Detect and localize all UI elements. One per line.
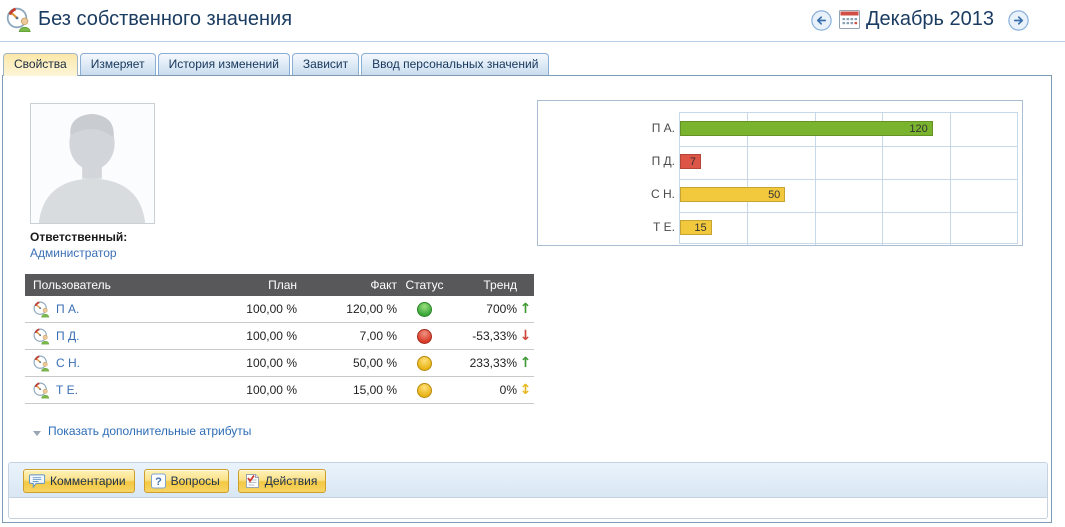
trend-value: 700% — [486, 302, 517, 316]
tab-properties[interactable]: Свойства — [3, 53, 78, 76]
trend-arrow-icon: ↕ — [519, 382, 532, 398]
trend-arrow-icon: ↑ — [519, 355, 532, 371]
gauge-user-icon — [33, 328, 50, 345]
avatar — [30, 103, 155, 224]
chart-plot-area: 120 7 50 15 — [679, 112, 1018, 245]
status-indicator — [417, 301, 432, 317]
trend-value: -53,33% — [472, 329, 517, 343]
trend-arrow-icon: ↓ — [519, 328, 532, 344]
comments-button[interactable]: Комментарии — [23, 469, 135, 493]
chart-category-label: П А. — [651, 121, 675, 135]
chart-bar: 7 — [680, 154, 701, 169]
status-indicator — [417, 328, 432, 344]
trend-value: 233,33% — [469, 356, 517, 370]
calendar-icon[interactable] — [839, 10, 860, 29]
owner-label: Ответственный: — [30, 230, 128, 244]
previous-period-button[interactable] — [811, 10, 832, 31]
col-plan: План — [268, 278, 297, 292]
gauge-user-icon — [33, 382, 50, 399]
button-label: Действия — [264, 474, 318, 488]
tab-depends[interactable]: Зависит — [291, 53, 360, 75]
header-divider — [0, 41, 1065, 42]
svg-text:?: ? — [155, 476, 162, 488]
button-label: Комментарии — [50, 474, 126, 488]
user-link[interactable]: Т Е. — [56, 383, 79, 397]
status-indicator — [417, 355, 432, 371]
table-row: П Д. 100,00 % 7,00 % -53,33% ↓ — [25, 323, 534, 350]
user-values-chart: П А. П Д. С Н. Т Е. 120 7 50 15 — [537, 100, 1023, 246]
note-check-icon — [245, 474, 259, 488]
button-label: Вопросы — [170, 474, 220, 488]
users-table: Пользователь План Факт Статус Тренд П А.… — [25, 274, 534, 404]
chart-bar: 15 — [680, 220, 712, 235]
chart-bar: 50 — [680, 187, 786, 202]
chart-category-label: С Н. — [651, 187, 675, 201]
col-status: Статус — [405, 278, 444, 292]
user-link[interactable]: П Д. — [56, 329, 80, 343]
tab-bar: Свойства Измеряет История изменений Зави… — [3, 53, 550, 76]
speech-bubble-icon — [29, 474, 46, 489]
bottom-section: Комментарии ? Вопросы Действия — [8, 462, 1048, 519]
col-user: Пользователь — [33, 278, 111, 292]
bar-value: 15 — [694, 221, 707, 234]
fact-value: 15,00 % — [352, 383, 397, 397]
fact-value: 50,00 % — [352, 356, 397, 370]
questions-button[interactable]: ? Вопросы — [143, 469, 229, 493]
page-title: Без собственного значения — [38, 8, 293, 30]
next-period-button[interactable] — [1008, 10, 1029, 31]
tab-change-history[interactable]: История изменений — [157, 53, 290, 75]
gauge-user-icon — [33, 355, 50, 372]
chart-category-label: П Д. — [651, 154, 675, 168]
fact-value: 7,00 % — [359, 329, 397, 343]
chart-category-label: Т Е. — [652, 220, 675, 234]
trend-arrow-icon: ↑ — [519, 301, 532, 317]
tab-measures[interactable]: Измеряет — [79, 53, 156, 75]
period-label: Декабрь 2013 — [866, 8, 995, 30]
gauge-user-icon — [33, 301, 50, 318]
user-link[interactable]: П А. — [56, 302, 80, 316]
bar-value: 50 — [768, 188, 781, 201]
col-fact: Факт — [370, 278, 397, 292]
table-header: Пользователь План Факт Статус Тренд — [25, 274, 534, 296]
plan-value: 100,00 % — [246, 329, 297, 343]
status-indicator — [417, 382, 432, 398]
plan-value: 100,00 % — [246, 302, 297, 316]
col-trend: Тренд — [483, 278, 517, 292]
bar-value: 7 — [689, 155, 696, 168]
table-row: П А. 100,00 % 120,00 % 700% ↑ — [25, 296, 534, 323]
user-link[interactable]: С Н. — [56, 356, 80, 370]
trend-value: 0% — [499, 383, 517, 397]
bar-value: 120 — [909, 122, 928, 135]
table-row: С Н. 100,00 % 50,00 % 233,33% ↑ — [25, 350, 534, 377]
triangle-down-icon[interactable] — [33, 431, 41, 436]
actions-button[interactable]: Действия — [237, 469, 327, 493]
plan-value: 100,00 % — [246, 383, 297, 397]
fact-value: 120,00 % — [346, 302, 397, 316]
table-row: Т Е. 100,00 % 15,00 % 0% ↕ — [25, 377, 534, 404]
show-attributes-link[interactable]: Показать дополнительные атрибуты — [48, 424, 252, 438]
owner-name-link[interactable]: Администратор — [30, 246, 117, 260]
plan-value: 100,00 % — [246, 356, 297, 370]
chart-bar: 120 — [680, 121, 933, 136]
question-mark-icon: ? — [150, 473, 166, 489]
gauge-user-icon — [6, 7, 31, 32]
tab-personal-values[interactable]: Ввод персональных значений — [361, 53, 550, 75]
